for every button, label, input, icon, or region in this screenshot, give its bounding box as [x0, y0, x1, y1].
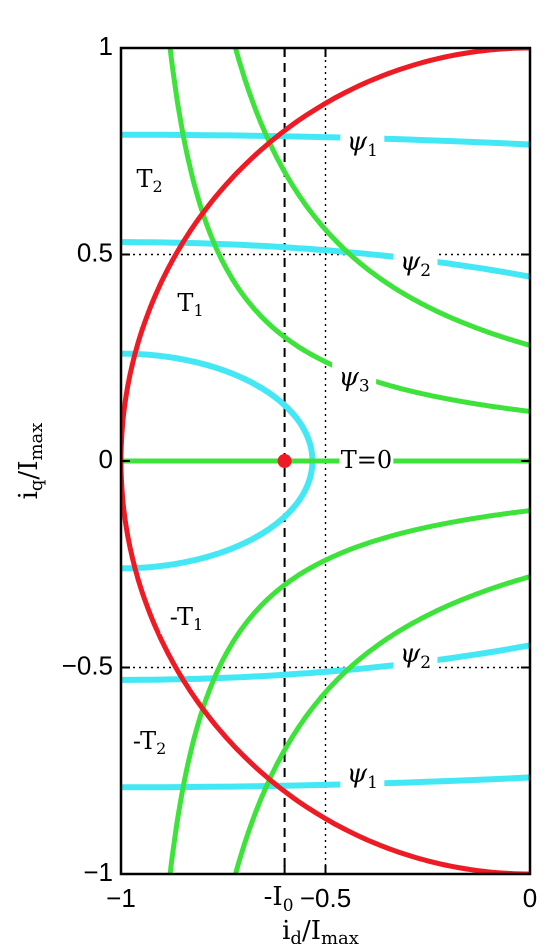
curve-labels: T2 T1 T=0 -T1 -T2 ψ1 ψ2 ψ3 ψ2 ψ1 [123, 125, 438, 793]
flux-label-bg [393, 638, 438, 673]
y-tick-label: −0.5 [62, 650, 113, 680]
x-tick-label: −1 [106, 883, 136, 913]
torque-curve--T1 [167, 508, 530, 874]
torque-label-T1: T1 [177, 289, 203, 320]
y-tick-label: 0.5 [77, 237, 113, 267]
torque-label--T1: -T1 [170, 602, 203, 633]
current-limit-circle [121, 48, 530, 874]
x-tick-label-special: -I0 [264, 882, 294, 916]
y-tick-label: 1 [99, 31, 113, 61]
torque-label-bg [339, 445, 394, 477]
flux-label-ψ3: ψ3 [339, 362, 370, 396]
operating-point [277, 454, 292, 468]
x-tick-label: −0.5 [300, 883, 351, 913]
axes [119, 46, 532, 876]
flux-label-ψ1: ψ1 [347, 127, 378, 161]
flux-label-bg [332, 361, 377, 396]
flux-label-ψ2: ψ2 [400, 247, 431, 281]
x-axis-title: id/Imax [282, 916, 359, 944]
torque-label-bg [130, 164, 169, 197]
torque-label-bg [171, 288, 210, 321]
flux-label-ψ1: ψ1 [347, 759, 378, 793]
flux-label-bg [340, 757, 385, 792]
flux-label-bg [393, 245, 438, 280]
flux-label-bg [340, 125, 385, 160]
x-tick-label: 0 [523, 883, 537, 913]
tick-labels: 1 0.5 0 −0.5 −1−1 −0.5 0 -I0 [62, 31, 538, 916]
curves [121, 48, 530, 874]
torque-curve-T1 [167, 48, 530, 414]
y-tick-label: 0 [99, 444, 113, 474]
torque-label-bg [160, 601, 213, 634]
flux-label-ψ2: ψ2 [400, 639, 431, 673]
y-axis-title: iq/Imax [14, 423, 47, 500]
torque-label--T2: -T2 [133, 726, 166, 757]
flux-curve-ψ2 [121, 239, 530, 683]
axis-titles: id/Imax iq/Imax [14, 423, 359, 944]
y-tick-label: −1 [83, 857, 113, 887]
torque-label-bg [123, 725, 176, 758]
torque-label-T=0: T=0 [341, 446, 392, 474]
torque-label-T2: T2 [137, 165, 163, 196]
